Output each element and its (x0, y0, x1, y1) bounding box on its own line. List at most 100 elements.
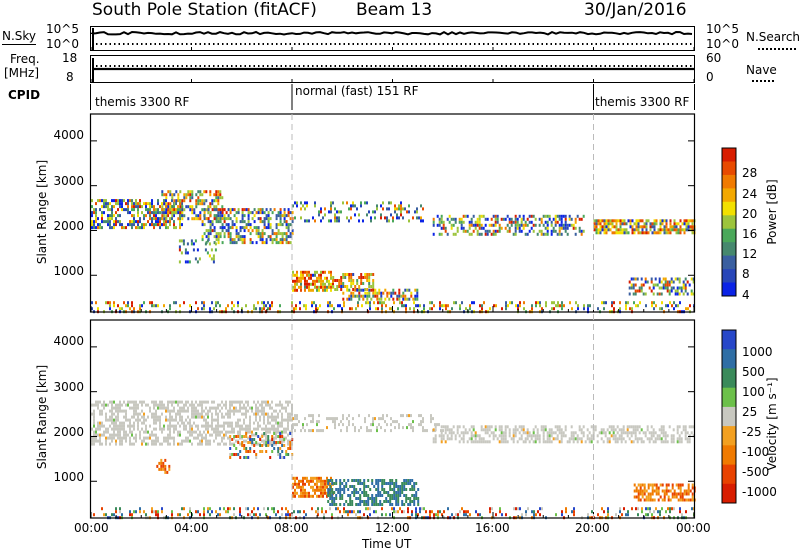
power-cell (514, 226, 517, 230)
velocity-cell (499, 510, 501, 514)
power-cell (253, 214, 256, 218)
power-cell (320, 219, 322, 223)
velocity-cell (393, 491, 396, 494)
power-cell (402, 294, 405, 298)
power-cell (292, 279, 294, 283)
velocity-cell (322, 491, 324, 495)
velocity-cell (572, 437, 575, 441)
power-cell (213, 229, 216, 233)
power-cell (308, 273, 310, 277)
power-cell (179, 226, 181, 230)
velocity-cell (129, 513, 131, 517)
power-cell (239, 235, 242, 239)
power-cell (498, 223, 501, 227)
power-cell (312, 273, 314, 277)
velocity-cell (339, 485, 342, 488)
velocity-cell (93, 415, 95, 419)
power-cell (153, 205, 155, 209)
power-cell (641, 231, 644, 235)
power-cell (300, 282, 302, 286)
velocity-cell (219, 442, 221, 446)
power-cell (292, 288, 294, 292)
velocity-cell (155, 439, 157, 443)
velocity-cell (526, 437, 529, 441)
power-cell (388, 297, 391, 301)
power-cell (574, 226, 577, 230)
velocity-cell (632, 431, 635, 435)
power-cell (183, 208, 186, 212)
power-cell (649, 222, 652, 226)
velocity-cell (342, 414, 344, 418)
power-cell (217, 190, 220, 194)
velocity-cell (341, 482, 344, 485)
power-cell (531, 304, 533, 308)
power-cell (295, 304, 297, 308)
power-cell (665, 304, 667, 308)
power-cell (417, 304, 419, 308)
velocity-cell (95, 436, 97, 440)
power-cell (197, 214, 200, 218)
velocity-cell (620, 431, 623, 435)
power-cell (300, 288, 302, 292)
velocity-cell (676, 440, 679, 444)
power-cell (239, 238, 242, 242)
power-cell (324, 282, 326, 286)
power-cell (495, 304, 497, 308)
velocity-cell (643, 498, 646, 502)
velocity-cell (405, 482, 408, 485)
power-cell (192, 248, 195, 252)
power-cell (470, 223, 473, 227)
power-cell (629, 225, 632, 229)
velocity-cell (93, 439, 95, 443)
velocity-cell (143, 415, 145, 419)
velocity-cell (155, 418, 157, 422)
power-cell (372, 291, 375, 295)
velocity-cell (267, 444, 270, 447)
velocity-cell (285, 513, 287, 517)
velocity-cell (243, 412, 245, 416)
velocity-cell (679, 510, 681, 514)
velocity-cell (129, 510, 131, 514)
velocity-cell (147, 415, 149, 419)
velocity-cell (684, 434, 687, 438)
velocity-cell (179, 415, 181, 419)
velocity-cell (442, 437, 445, 441)
power-cell (296, 276, 298, 280)
power-cell (366, 291, 369, 295)
velocity-cell (129, 418, 131, 422)
velocity-cell (320, 491, 322, 495)
power-cell (396, 213, 398, 217)
power-cell (368, 276, 371, 279)
velocity-cell (502, 431, 505, 435)
velocity-heatmap (91, 400, 696, 520)
power-cell (611, 301, 613, 305)
power-cell (356, 207, 358, 211)
velocity-cell (381, 494, 384, 497)
velocity-cell (99, 424, 101, 428)
power-cell (180, 239, 183, 243)
velocity-cell (421, 507, 423, 511)
nave-label: Nave (746, 63, 777, 77)
velocity-cell (131, 442, 133, 446)
velocity-cell (399, 485, 402, 488)
velocity-cell (326, 417, 328, 421)
power-cell (528, 229, 531, 233)
velocity-cell (440, 440, 443, 444)
velocity-cell (570, 437, 573, 441)
power-cell (358, 291, 361, 295)
power-cell (97, 223, 99, 227)
power-cell (518, 229, 521, 233)
velocity-cell (504, 434, 507, 438)
power-cell (231, 226, 234, 230)
power-cell (115, 223, 117, 227)
velocity-cell (395, 482, 398, 485)
power-cell (187, 190, 190, 194)
velocity-cell (115, 427, 117, 431)
power-cell (390, 291, 393, 295)
power-cell (237, 208, 240, 212)
power-cell (324, 276, 326, 280)
power-cell (508, 229, 511, 233)
power-cell (450, 226, 453, 230)
velocity-cell (364, 420, 366, 424)
velocity-cell (197, 433, 199, 437)
